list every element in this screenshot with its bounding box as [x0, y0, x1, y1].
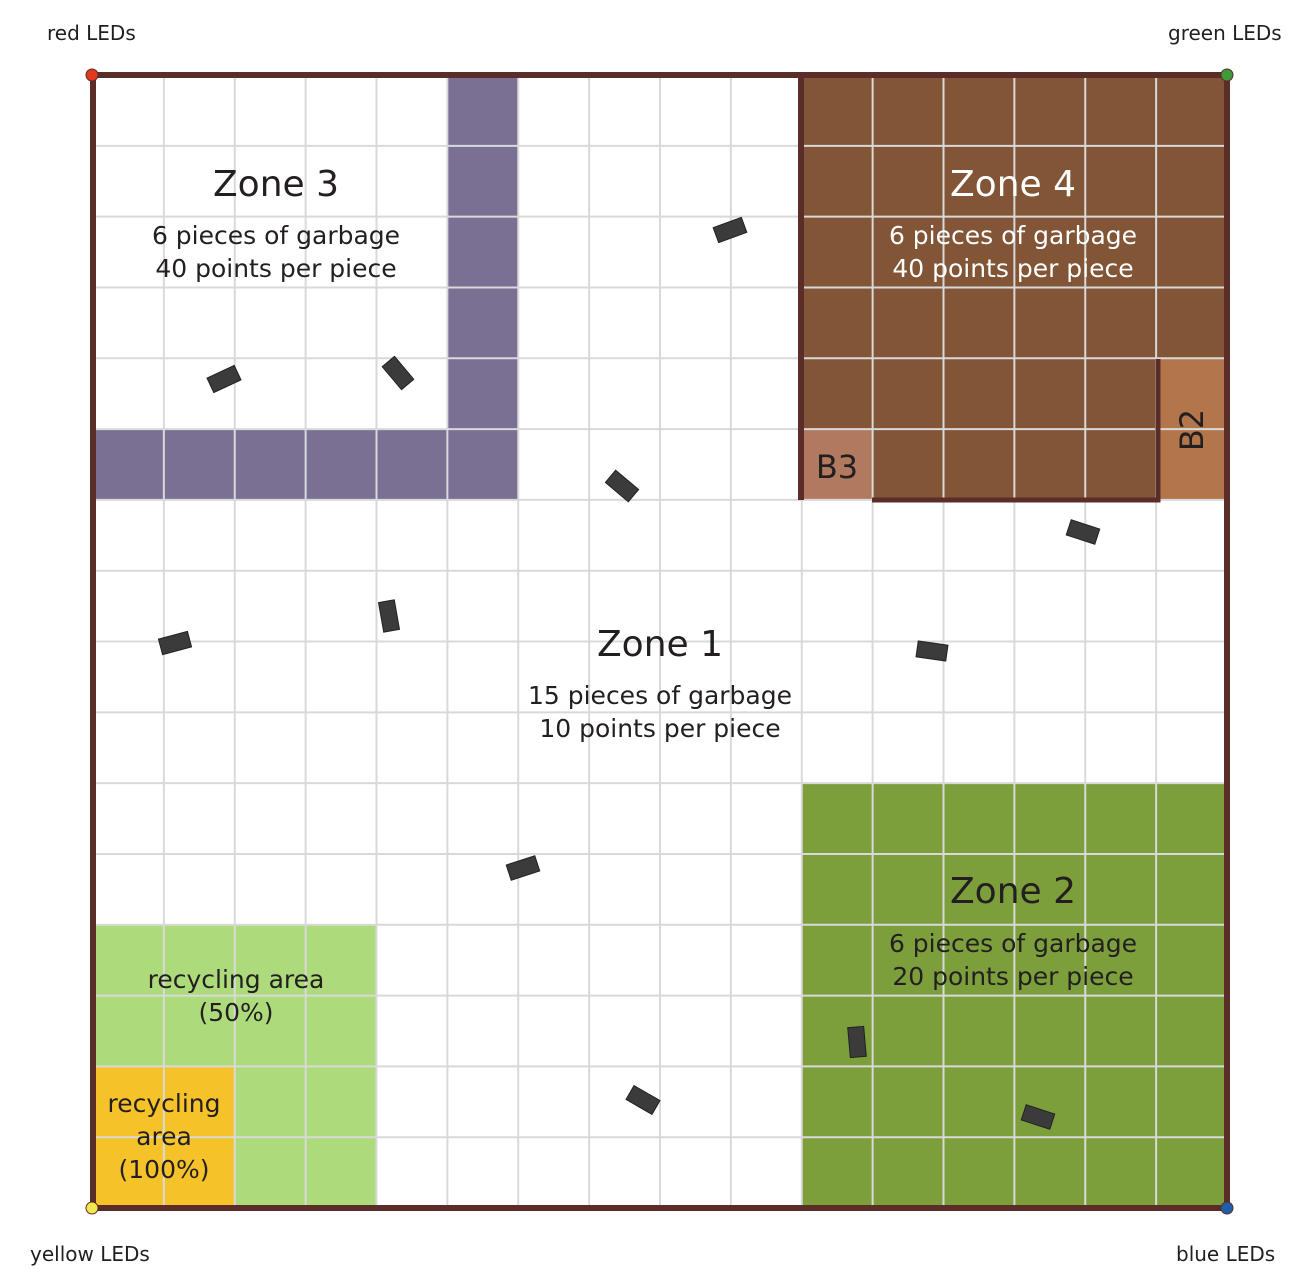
recycling-100-line3: (100%)	[119, 1155, 210, 1184]
green-led-icon	[1220, 68, 1234, 82]
zone-3-pieces: 6 pieces of garbage	[152, 221, 400, 250]
garbage-piece	[505, 855, 541, 881]
zone-1-title: Zone 1	[597, 624, 723, 665]
zone-4-title: Zone 4	[950, 164, 1076, 205]
red-leds-label: red LEDs	[47, 21, 136, 45]
garbage-piece	[604, 469, 640, 503]
garbage-piece	[206, 364, 242, 394]
garbage-piece	[847, 1025, 867, 1059]
zone-1-pieces: 15 pieces of garbage	[528, 681, 792, 710]
garbage-piece	[625, 1084, 661, 1116]
zone-3-points: 40 points per piece	[155, 254, 396, 283]
green-leds-label: green LEDs	[1168, 21, 1282, 45]
recycling-100-line1: recycling	[107, 1089, 220, 1118]
zone-2-points: 20 points per piece	[892, 962, 1133, 991]
box-b3-label: B3	[816, 448, 858, 486]
blue-leds-label: blue LEDs	[1176, 1242, 1275, 1266]
zone-4-bottom-border	[872, 359, 1161, 503]
zone-4-pieces: 6 pieces of garbage	[889, 221, 1137, 250]
garbage-piece	[1020, 1104, 1056, 1130]
garbage-piece	[915, 640, 949, 662]
garbage-piece	[1065, 519, 1101, 545]
recycling-50-line2: (50%)	[198, 998, 273, 1027]
yellow-led-icon	[85, 1201, 99, 1215]
box-b2-label: B2	[1173, 409, 1211, 451]
garbage-piece	[377, 599, 401, 633]
zone-4-points: 40 points per piece	[892, 254, 1133, 283]
blue-led-icon	[1220, 1201, 1234, 1215]
recycling-50-line1: recycling area	[148, 965, 325, 994]
garbage-pieces	[157, 216, 1101, 1130]
garbage-piece	[157, 630, 193, 656]
zone-2-title: Zone 2	[950, 871, 1076, 912]
zone-3-title: Zone 3	[213, 164, 339, 205]
garbage-piece	[712, 216, 748, 244]
zone-2-pieces: 6 pieces of garbage	[889, 929, 1137, 958]
yellow-leds-label: yellow LEDs	[30, 1242, 150, 1266]
arena-frame	[90, 72, 1230, 1211]
zone-1-points: 10 points per piece	[539, 714, 780, 743]
red-led-icon	[85, 68, 99, 82]
recycling-100-line2: area	[136, 1122, 192, 1151]
box-b3	[801, 430, 872, 500]
garbage-piece	[381, 355, 415, 391]
